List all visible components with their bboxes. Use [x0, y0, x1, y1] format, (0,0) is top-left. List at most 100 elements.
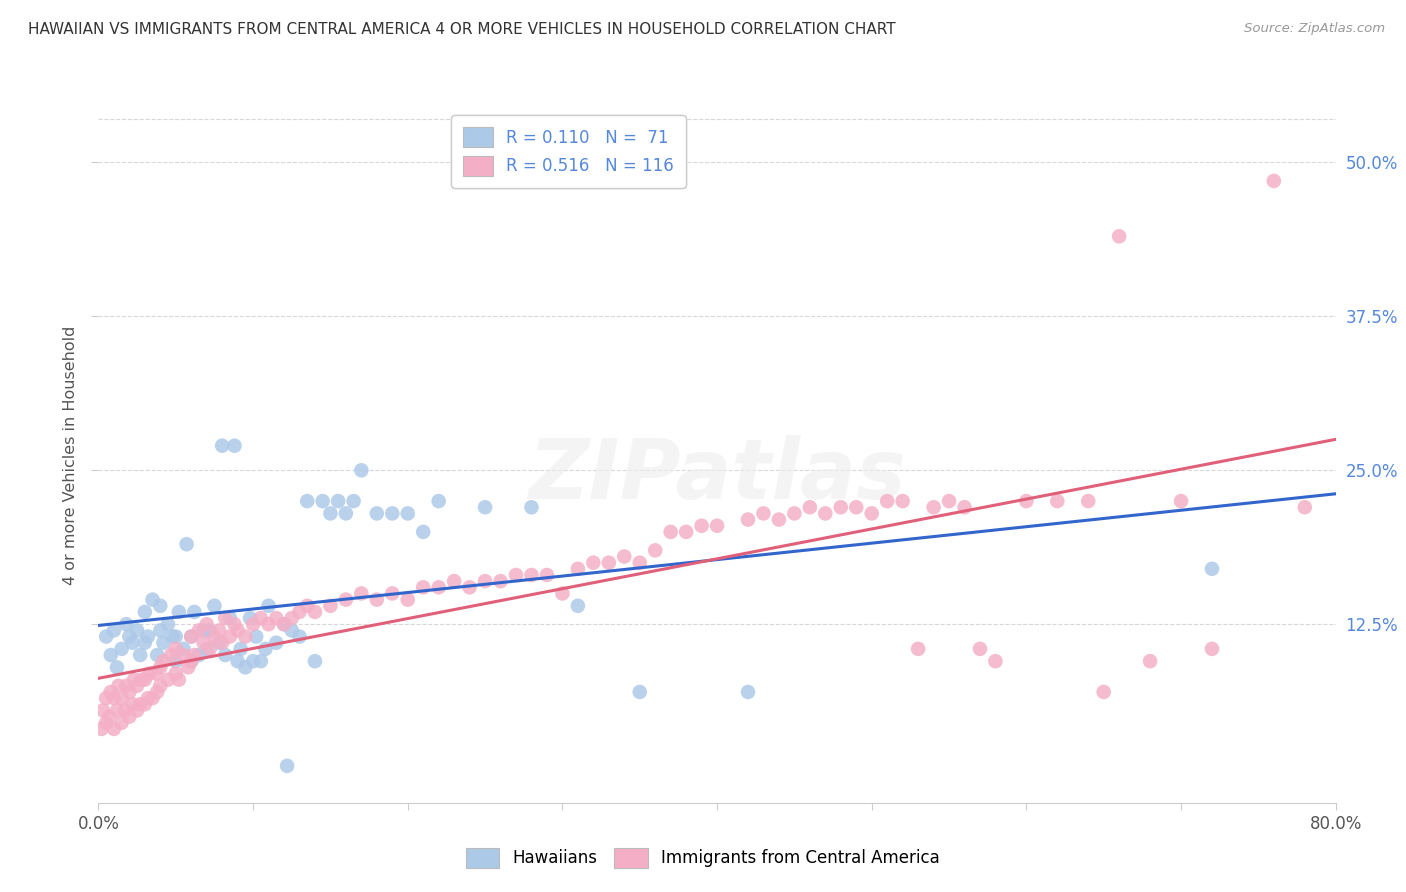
- Point: [343, 494, 366, 508]
- Point: [242, 654, 264, 668]
- Point: [229, 641, 252, 656]
- Point: [214, 611, 236, 625]
- Point: [193, 624, 215, 638]
- Point: [129, 698, 152, 712]
- Point: [226, 624, 249, 638]
- Point: [366, 592, 388, 607]
- Point: [276, 759, 298, 773]
- Point: [198, 641, 221, 656]
- Point: [100, 685, 122, 699]
- Point: [121, 698, 143, 712]
- Point: [167, 605, 190, 619]
- Point: [366, 507, 388, 521]
- Point: [281, 611, 304, 625]
- Point: [152, 636, 174, 650]
- Point: [134, 673, 156, 687]
- Point: [149, 660, 172, 674]
- Point: [319, 599, 342, 613]
- Point: [235, 630, 257, 644]
- Point: [582, 556, 605, 570]
- Point: [98, 709, 121, 723]
- Point: [443, 574, 465, 589]
- Point: [505, 568, 527, 582]
- Point: [167, 673, 190, 687]
- Point: [195, 617, 218, 632]
- Point: [288, 630, 311, 644]
- Point: [907, 641, 929, 656]
- Point: [489, 574, 512, 589]
- Point: [304, 605, 326, 619]
- Point: [567, 599, 589, 613]
- Point: [1015, 494, 1038, 508]
- Point: [737, 512, 759, 526]
- Point: [845, 500, 868, 515]
- Point: [675, 524, 697, 539]
- Point: [134, 698, 156, 712]
- Point: [198, 624, 221, 638]
- Point: [208, 636, 231, 650]
- Point: [121, 636, 143, 650]
- Point: [165, 666, 187, 681]
- Point: [520, 568, 543, 582]
- Point: [165, 641, 187, 656]
- Point: [628, 685, 651, 699]
- Point: [180, 654, 202, 668]
- Point: [304, 654, 326, 668]
- Point: [783, 507, 806, 521]
- Point: [90, 722, 112, 736]
- Point: [273, 617, 295, 632]
- Point: [188, 648, 211, 662]
- Point: [350, 586, 373, 600]
- Point: [326, 494, 350, 508]
- Point: [1108, 229, 1130, 244]
- Point: [165, 630, 187, 644]
- Point: [922, 500, 945, 515]
- Point: [381, 507, 404, 521]
- Point: [118, 709, 141, 723]
- Point: [127, 703, 149, 717]
- Point: [266, 636, 288, 650]
- Point: [239, 611, 262, 625]
- Point: [195, 641, 218, 656]
- Point: [105, 703, 128, 717]
- Point: [250, 611, 273, 625]
- Point: [96, 630, 118, 644]
- Text: ZIPatlas: ZIPatlas: [529, 435, 905, 516]
- Point: [250, 654, 273, 668]
- Point: [427, 494, 450, 508]
- Point: [814, 507, 837, 521]
- Point: [1077, 494, 1099, 508]
- Point: [335, 592, 357, 607]
- Point: [536, 568, 558, 582]
- Point: [134, 636, 156, 650]
- Point: [173, 641, 195, 656]
- Point: [162, 630, 184, 644]
- Point: [876, 494, 898, 508]
- Point: [204, 599, 226, 613]
- Point: [118, 630, 141, 644]
- Point: [157, 673, 180, 687]
- Point: [891, 494, 914, 508]
- Point: [160, 648, 183, 662]
- Point: [176, 537, 198, 551]
- Point: [96, 691, 118, 706]
- Point: [1201, 641, 1223, 656]
- Point: [224, 617, 246, 632]
- Point: [114, 703, 136, 717]
- Point: [257, 599, 280, 613]
- Point: [458, 580, 481, 594]
- Point: [103, 722, 125, 736]
- Point: [1092, 685, 1115, 699]
- Point: [768, 512, 790, 526]
- Point: [177, 660, 200, 674]
- Text: HAWAIIAN VS IMMIGRANTS FROM CENTRAL AMERICA 4 OR MORE VEHICLES IN HOUSEHOLD CORR: HAWAIIAN VS IMMIGRANTS FROM CENTRAL AMER…: [28, 22, 896, 37]
- Point: [520, 500, 543, 515]
- Point: [312, 494, 335, 508]
- Point: [149, 679, 172, 693]
- Point: [138, 666, 160, 681]
- Point: [224, 439, 246, 453]
- Point: [146, 685, 169, 699]
- Point: [103, 624, 125, 638]
- Point: [297, 494, 319, 508]
- Point: [830, 500, 852, 515]
